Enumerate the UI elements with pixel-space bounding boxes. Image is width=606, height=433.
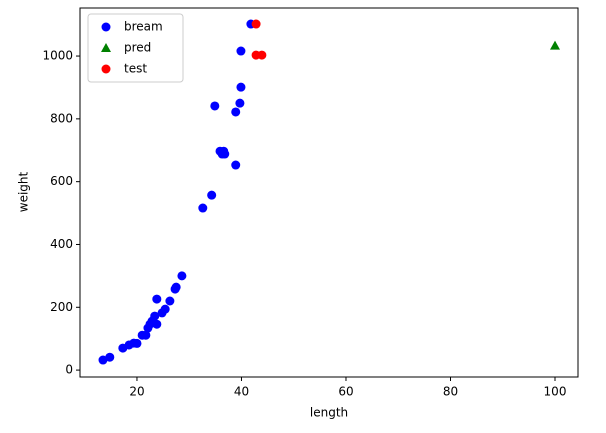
point: [231, 107, 241, 117]
point: [150, 311, 160, 321]
point: [177, 271, 187, 281]
legend-marker: [101, 43, 111, 52]
y-tick-label: 1000: [42, 49, 73, 63]
point: [198, 203, 208, 213]
y-tick-label: 400: [50, 237, 73, 251]
point: [141, 330, 151, 340]
y-axis-label: weight: [17, 171, 31, 212]
point: [207, 190, 217, 200]
x-tick-label: 20: [129, 385, 144, 399]
point: [165, 296, 175, 306]
legend-marker: [101, 64, 111, 74]
legend-label: test: [124, 62, 147, 76]
y-tick-label: 600: [50, 174, 73, 188]
point: [251, 19, 261, 29]
point: [152, 294, 162, 304]
point: [257, 50, 267, 60]
x-axis-label: length: [310, 406, 348, 420]
point: [98, 355, 108, 365]
point: [236, 82, 246, 92]
point: [236, 46, 246, 56]
x-tick-label: 80: [443, 385, 458, 399]
point: [132, 338, 142, 348]
legend-marker: [101, 22, 111, 32]
point: [105, 352, 115, 362]
y-tick-label: 200: [50, 300, 73, 314]
y-tick-label: 800: [50, 111, 73, 125]
point: [210, 101, 220, 111]
point: [152, 319, 162, 329]
point: [550, 40, 561, 50]
plot-frame: [79, 7, 579, 378]
legend-label: pred: [124, 41, 151, 55]
legend-box: [87, 13, 184, 83]
y-tick-label: 0: [65, 363, 73, 377]
point: [160, 304, 170, 314]
x-tick-label: 60: [338, 385, 353, 399]
point: [235, 98, 245, 108]
x-tick-label: 40: [234, 385, 249, 399]
x-tick-label: 100: [544, 385, 567, 399]
point: [171, 282, 181, 292]
point: [231, 160, 241, 170]
legend-label: bream: [124, 20, 163, 34]
point: [220, 149, 230, 159]
